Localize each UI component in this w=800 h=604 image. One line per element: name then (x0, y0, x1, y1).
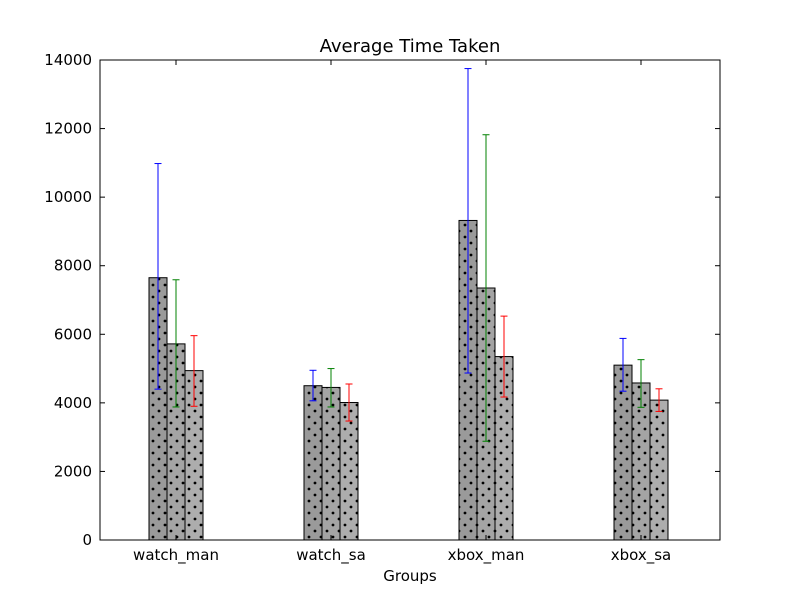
chart-title: Average Time Taken (320, 36, 501, 57)
x-tick-label: watch_sa (296, 546, 366, 565)
y-tick-label: 12000 (44, 120, 92, 138)
bar-hatch (495, 356, 513, 540)
plot-frame (99, 59, 721, 541)
x-tick-label: watch_man (133, 546, 219, 565)
y-tick-label: 10000 (44, 188, 92, 206)
y-tick-label: 0 (82, 531, 92, 549)
y-tick-label: 4000 (54, 394, 92, 412)
bar-hatch (185, 370, 203, 540)
bar-hatch (650, 400, 668, 540)
bar-hatch (459, 220, 477, 540)
bar-hatch (149, 277, 167, 540)
bar-hatch (304, 385, 322, 540)
bar-hatch (340, 402, 358, 540)
bar-hatch (322, 387, 340, 540)
bar-hatch (632, 382, 650, 540)
bar-hatch (167, 343, 185, 540)
y-tick-label: 8000 (54, 257, 92, 275)
bar-hatch (614, 365, 632, 540)
y-tick-label: 6000 (54, 325, 92, 343)
y-tick-label: 2000 (54, 462, 92, 480)
x-tick-label: xbox_man (448, 546, 525, 565)
x-axis-label: Groups (383, 567, 437, 585)
y-tick-label: 14000 (44, 51, 92, 69)
x-tick-label: xbox_sa (611, 546, 672, 565)
